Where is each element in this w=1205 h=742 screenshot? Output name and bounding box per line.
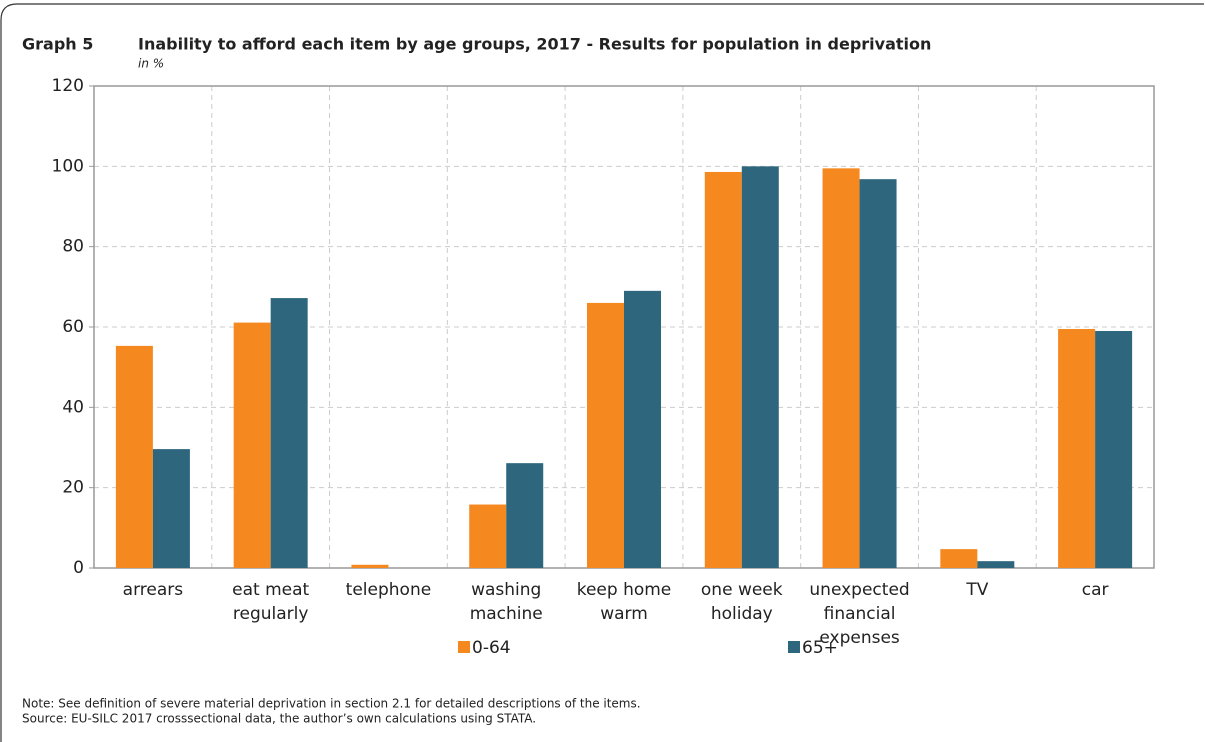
- x-tick-label: washing machine: [470, 580, 543, 624]
- x-tick-label: unexpected financial expenses: [809, 580, 909, 648]
- x-tick-label: car: [1082, 580, 1109, 600]
- bar: [233, 322, 271, 568]
- bar: [351, 564, 389, 568]
- bar: [1058, 329, 1096, 568]
- bar: [587, 302, 624, 568]
- x-tick-label: one week holiday: [701, 580, 783, 624]
- bar: [859, 179, 897, 569]
- bar: [624, 290, 661, 568]
- bar: [506, 463, 544, 568]
- legend-swatch: [458, 641, 470, 653]
- y-tick-label: 120: [52, 76, 84, 96]
- legend-label: 65+: [802, 638, 838, 658]
- bar: [940, 549, 978, 568]
- bar: [822, 168, 860, 568]
- legend-swatch: [788, 641, 800, 653]
- graph-label: Graph 5: [22, 35, 93, 54]
- bar: [1095, 331, 1133, 568]
- bar: [741, 166, 779, 569]
- x-tick-label: telephone: [346, 580, 432, 600]
- chart-title: Inability to afford each item by age gro…: [138, 35, 931, 54]
- bar: [704, 171, 742, 568]
- legend-label: 0-64: [472, 638, 511, 658]
- y-tick-label: 0: [73, 558, 84, 578]
- x-tick-label: keep home warm: [577, 580, 672, 624]
- x-tick-label: TV: [965, 580, 988, 600]
- x-tick-label: arrears: [123, 580, 184, 600]
- y-tick-label: 60: [62, 317, 84, 337]
- bar: [270, 298, 308, 568]
- y-tick-label: 100: [52, 156, 84, 176]
- y-tick-label: 80: [62, 237, 84, 257]
- source: Source: EU-SILC 2017 crosssectional data…: [22, 712, 536, 726]
- chart-subtitle: in %: [138, 57, 164, 71]
- note: Note: See definition of severe material …: [22, 697, 641, 711]
- frame: [0, 3, 1204, 742]
- bar: [115, 345, 153, 568]
- bar: [977, 561, 1015, 568]
- y-tick-label: 20: [62, 478, 84, 498]
- x-tick-label: eat meat regularly: [232, 580, 309, 624]
- bar: [469, 504, 507, 568]
- y-tick-label: 40: [62, 397, 84, 417]
- bar: [152, 449, 190, 568]
